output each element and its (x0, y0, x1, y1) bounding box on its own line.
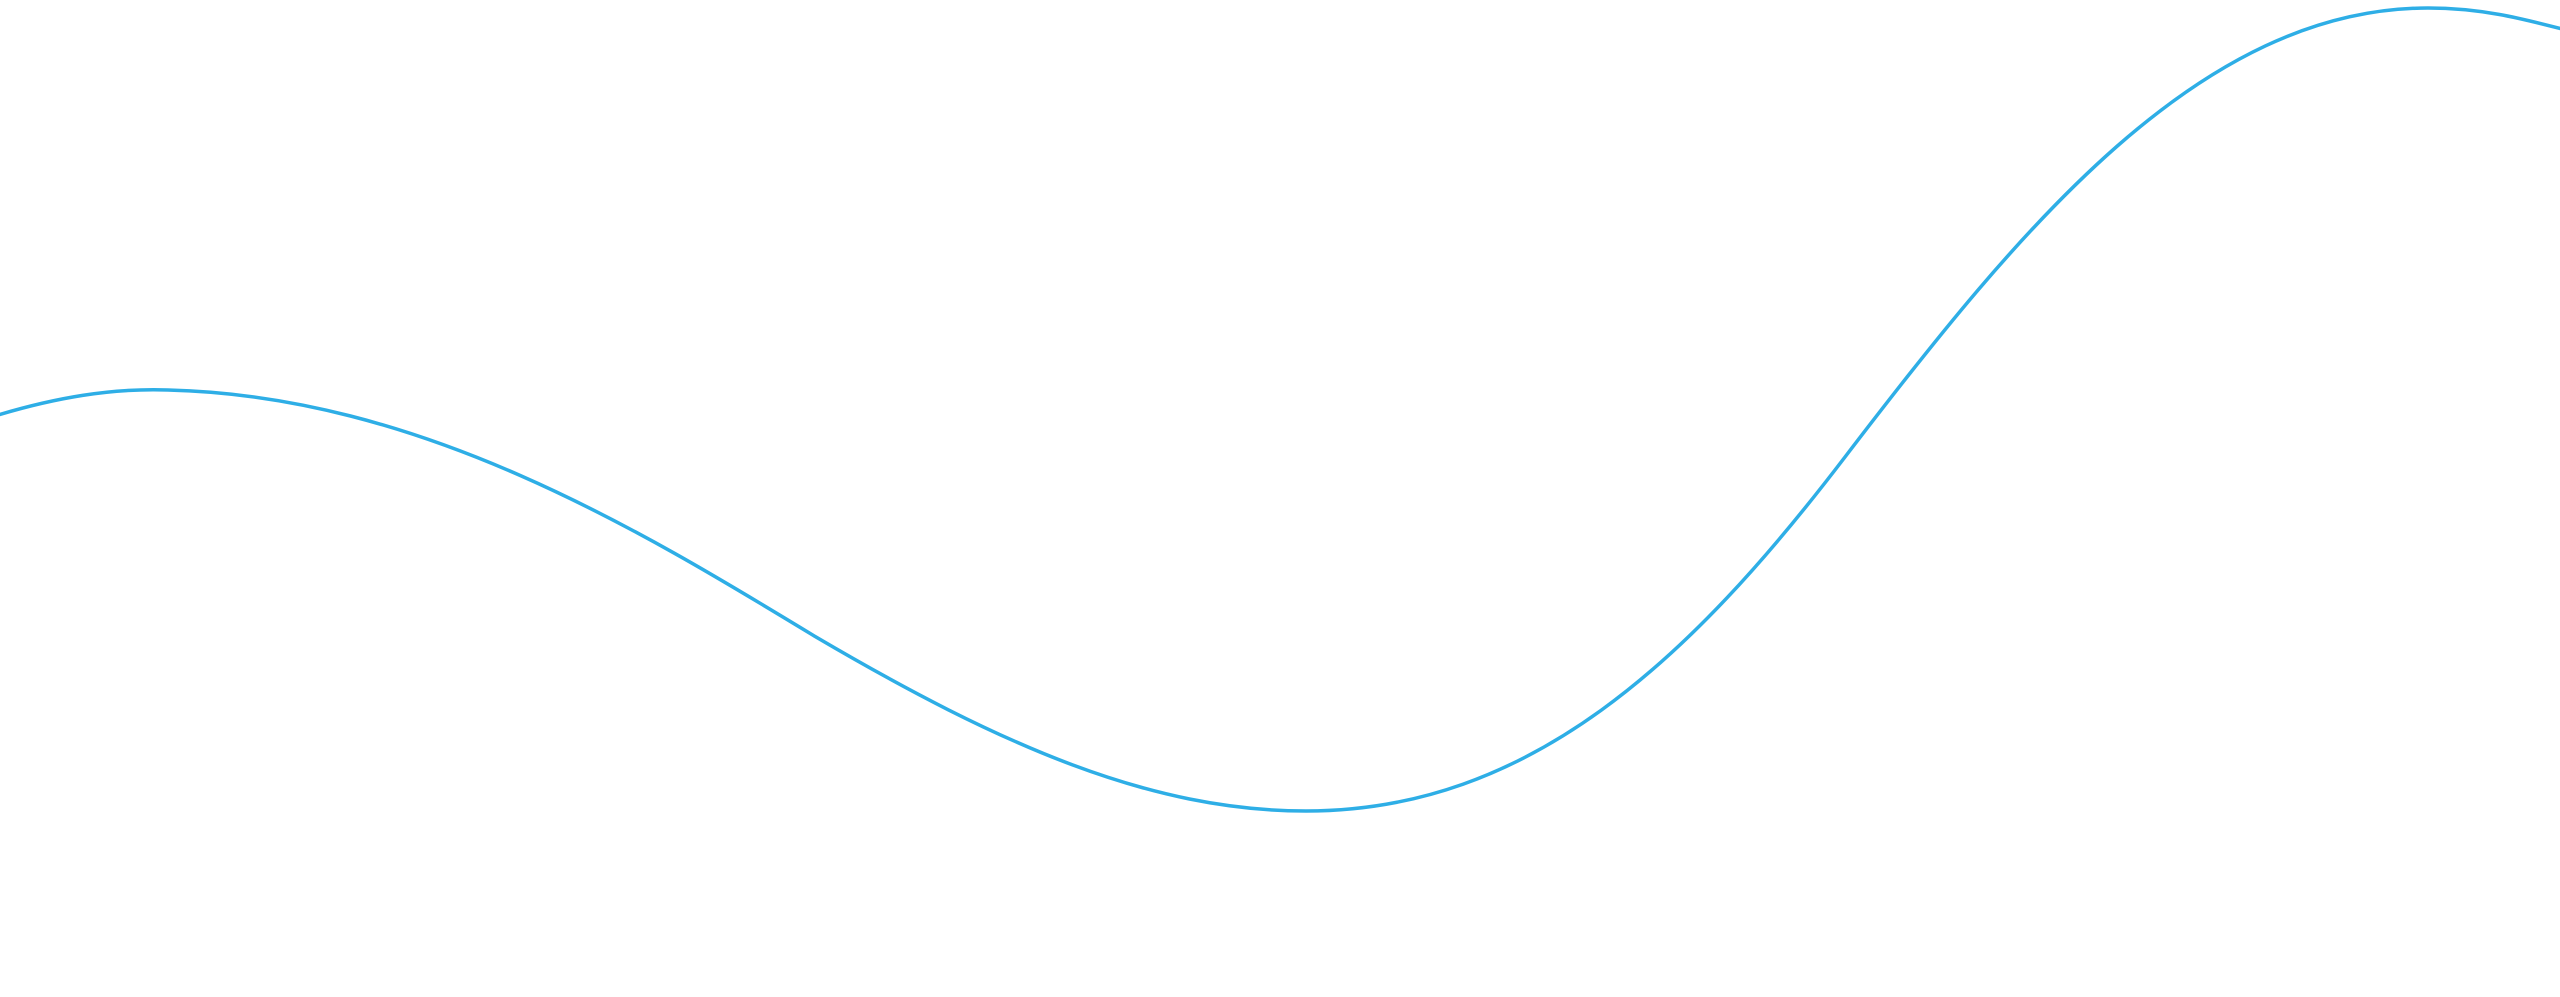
wave-line (0, 6, 2560, 813)
